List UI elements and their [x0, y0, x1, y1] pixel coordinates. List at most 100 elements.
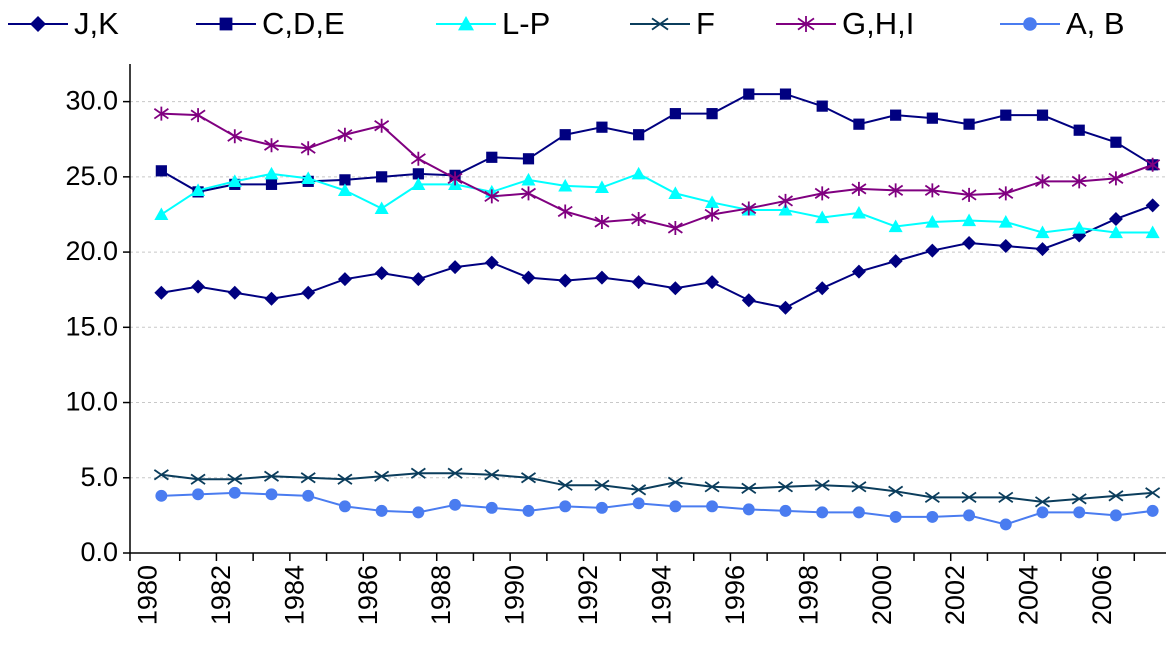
- marker: [816, 100, 828, 112]
- marker: [154, 285, 169, 300]
- marker: [1145, 487, 1161, 499]
- marker: [741, 293, 756, 308]
- marker: [1108, 225, 1123, 239]
- marker: [815, 210, 830, 224]
- legend-marker: [651, 17, 669, 31]
- marker: [374, 201, 389, 215]
- x-tick-label: 2006: [1087, 565, 1117, 625]
- marker: [520, 186, 537, 201]
- x-tick-label: 1990: [500, 565, 530, 625]
- marker: [522, 153, 535, 165]
- marker: [300, 472, 316, 484]
- marker: [961, 187, 977, 202]
- marker: [228, 486, 241, 499]
- marker: [742, 503, 755, 516]
- series-line: [160, 93, 1154, 193]
- marker: [1036, 109, 1049, 121]
- marker: [852, 506, 865, 519]
- y-tick-label: 30.0: [65, 86, 118, 116]
- marker: [667, 476, 683, 488]
- marker: [1072, 221, 1087, 234]
- marker: [998, 214, 1013, 228]
- x-tick-label: 1998: [793, 565, 823, 625]
- marker: [447, 467, 463, 479]
- marker: [412, 168, 424, 180]
- marker: [925, 243, 940, 258]
- legend-marker: [30, 16, 46, 32]
- marker: [227, 129, 243, 144]
- marker: [227, 285, 242, 300]
- marker: [486, 151, 498, 163]
- marker: [962, 213, 977, 227]
- marker: [851, 205, 866, 219]
- marker: [814, 186, 830, 201]
- marker: [374, 118, 390, 133]
- marker: [596, 121, 608, 133]
- legend-marker: [1023, 17, 1037, 31]
- marker: [778, 202, 793, 216]
- marker: [594, 479, 610, 491]
- marker: [557, 204, 573, 219]
- legend-label: A, B: [1066, 6, 1125, 41]
- marker: [521, 172, 536, 186]
- marker: [888, 219, 903, 233]
- x-tick-label: 1984: [279, 565, 309, 625]
- marker: [594, 214, 610, 229]
- marker: [998, 491, 1014, 503]
- legend-label: C,D,E: [262, 6, 345, 41]
- marker: [668, 281, 683, 296]
- marker: [557, 479, 573, 491]
- marker: [265, 178, 278, 190]
- marker: [743, 88, 755, 100]
- marker: [1145, 157, 1161, 172]
- marker: [888, 183, 904, 198]
- marker: [779, 88, 792, 100]
- x-tick-label: 2000: [867, 565, 897, 625]
- marker: [814, 479, 830, 491]
- marker: [926, 112, 938, 124]
- marker: [339, 174, 351, 186]
- x-tick-label: 1994: [646, 565, 676, 625]
- y-tick-label: 5.0: [80, 462, 118, 492]
- marker: [264, 166, 279, 180]
- marker: [816, 506, 829, 519]
- marker: [337, 272, 352, 287]
- marker: [1146, 504, 1159, 517]
- marker: [558, 178, 573, 192]
- marker: [190, 473, 206, 485]
- marker: [778, 300, 793, 315]
- marker: [520, 472, 537, 484]
- x-tick-label: 1982: [206, 565, 236, 625]
- marker: [633, 129, 645, 141]
- y-tick-label: 15.0: [65, 311, 118, 341]
- marker: [337, 127, 353, 142]
- marker: [154, 207, 169, 221]
- marker: [1108, 490, 1124, 502]
- marker: [926, 510, 939, 523]
- marker: [1145, 198, 1160, 213]
- marker: [925, 214, 940, 228]
- marker: [632, 497, 645, 510]
- legend-marker: [458, 16, 474, 31]
- marker: [265, 488, 278, 501]
- marker: [1108, 171, 1124, 186]
- marker: [999, 518, 1012, 531]
- marker: [1036, 506, 1049, 519]
- legend-label: G,H,I: [842, 6, 914, 41]
- marker: [631, 484, 647, 496]
- marker: [631, 275, 646, 290]
- marker: [1071, 493, 1087, 505]
- marker: [153, 106, 169, 121]
- marker: [706, 108, 718, 120]
- y-tick-label: 10.0: [65, 387, 118, 417]
- marker: [263, 138, 280, 153]
- marker: [411, 177, 426, 190]
- marker: [779, 504, 792, 517]
- marker: [153, 469, 169, 481]
- marker: [924, 491, 940, 503]
- marker: [1109, 509, 1122, 522]
- marker: [741, 482, 757, 494]
- marker: [924, 183, 940, 198]
- marker: [484, 255, 499, 270]
- marker: [227, 473, 243, 485]
